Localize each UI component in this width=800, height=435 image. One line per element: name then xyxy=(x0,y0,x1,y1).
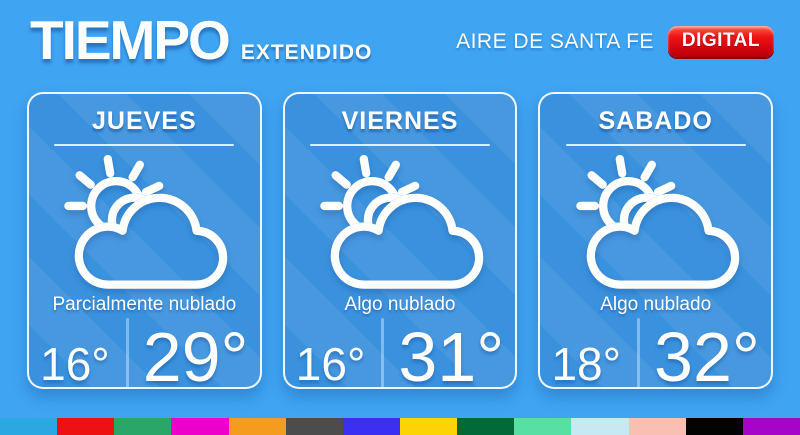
temp-divider xyxy=(125,318,129,387)
header: TIEMPO EXTENDIDO AIRE DE SANTA FE DIGITA… xyxy=(0,0,800,88)
forecast-card-friday: VIERNES Algo nublado xyxy=(282,92,518,389)
day-divider xyxy=(565,144,746,146)
min-temp: 16° xyxy=(40,338,110,389)
palette-swatch xyxy=(114,418,172,435)
digital-badge: DIGITAL xyxy=(667,26,774,57)
palette-swatch xyxy=(228,418,286,435)
condition-label: Algo nublado xyxy=(600,294,712,315)
temp-divider xyxy=(381,318,385,387)
day-divider xyxy=(54,144,235,146)
forecast-card-thursday: JUEVES xyxy=(27,92,262,389)
palette-swatch xyxy=(457,418,515,435)
logo: TIEMPO EXTENDIDO xyxy=(30,10,372,71)
temps-row: 16° 29° xyxy=(29,318,260,389)
max-temp: 31° xyxy=(398,318,505,389)
condition-label: Algo nublado xyxy=(344,294,456,315)
partly-cloudy-icon xyxy=(575,154,739,289)
temp-divider xyxy=(637,318,641,387)
palette-swatch xyxy=(571,418,629,435)
condition-label: Parcialmente nublado xyxy=(52,294,237,315)
palette-swatch xyxy=(57,418,115,435)
palette-swatch xyxy=(685,418,743,435)
logo-main-text: TIEMPO xyxy=(30,9,231,71)
palette-swatch xyxy=(285,418,343,435)
palette-swatch xyxy=(628,418,686,435)
palette-swatch xyxy=(742,418,800,435)
brand: AIRE DE SANTA FE DIGITAL xyxy=(456,26,774,57)
partly-cloudy-icon xyxy=(64,154,228,289)
brand-name: AIRE DE SANTA FE xyxy=(456,29,654,53)
day-title: VIERNES xyxy=(341,107,459,135)
palette-swatch xyxy=(514,418,572,435)
weather-icon-wrap xyxy=(29,152,260,292)
max-temp: 32° xyxy=(654,318,760,389)
day-title: JUEVES xyxy=(92,107,197,135)
weather-icon-wrap xyxy=(285,152,516,292)
temps-row: 16° 31° xyxy=(285,318,516,389)
day-title: SABADO xyxy=(598,107,713,135)
min-temp: 16° xyxy=(295,338,366,389)
color-palette-strip xyxy=(0,418,800,435)
min-temp: 18° xyxy=(551,338,622,389)
logo-sub-text: EXTENDIDO xyxy=(240,41,373,64)
palette-swatch xyxy=(0,418,58,435)
weather-icon-wrap xyxy=(540,152,771,292)
palette-swatch xyxy=(171,418,229,435)
forecast-card-saturday: SABADO Algo nublado xyxy=(538,92,774,389)
palette-swatch xyxy=(342,418,400,435)
day-divider xyxy=(310,144,490,146)
partly-cloudy-icon xyxy=(320,154,484,289)
forecast-cards-row: JUEVES xyxy=(0,88,800,389)
max-temp: 29° xyxy=(142,318,249,389)
temps-row: 18° 32° xyxy=(540,318,771,389)
palette-swatch xyxy=(399,418,458,435)
